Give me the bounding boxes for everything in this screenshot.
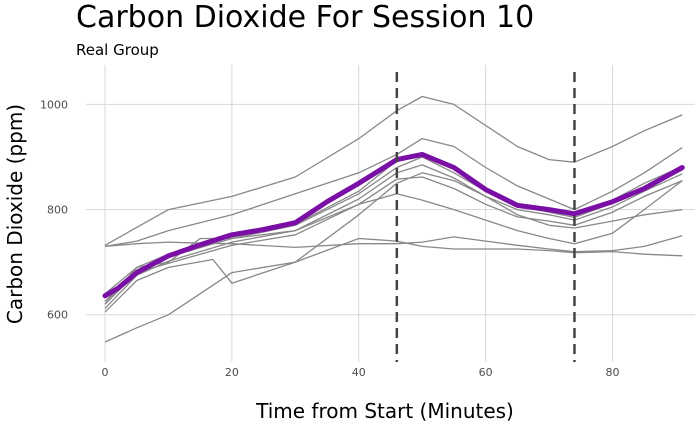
series-line-participant-1 [104, 95, 683, 246]
y-tick-label: 1000 [40, 98, 68, 111]
session-markers [395, 72, 576, 362]
x-tick-label: 0 [102, 366, 109, 379]
chart-title: Carbon Dioxide For Session 10 [76, 0, 535, 35]
series-line-participant-10 [104, 235, 683, 253]
series-line-participant-7 [104, 172, 683, 313]
series-line-participant-5 [104, 164, 683, 309]
chart-subtitle: Real Group [76, 41, 159, 59]
series-line-participant-9 [104, 237, 683, 343]
x-axis-label: Time from Start (Minutes) [255, 399, 514, 423]
mean-line [102, 151, 685, 299]
x-tick-label: 40 [352, 366, 366, 379]
x-tick-label: 60 [479, 366, 493, 379]
series-line-participant-2 [104, 137, 683, 248]
mean-line-group [102, 151, 685, 299]
series-line-participant-6 [104, 176, 683, 305]
axis-ticks: 0 20 40 60 80 600 800 1000 [40, 98, 620, 379]
x-tick-label: 80 [606, 366, 620, 379]
grid-lines [86, 65, 695, 362]
series-line-participant-4 [104, 156, 683, 302]
participant-lines [104, 95, 683, 343]
y-axis-label: Carbon Dioxide (ppm) [3, 104, 27, 324]
y-tick-label: 800 [47, 204, 68, 217]
x-tick-label: 20 [225, 366, 239, 379]
y-tick-label: 600 [47, 309, 68, 322]
